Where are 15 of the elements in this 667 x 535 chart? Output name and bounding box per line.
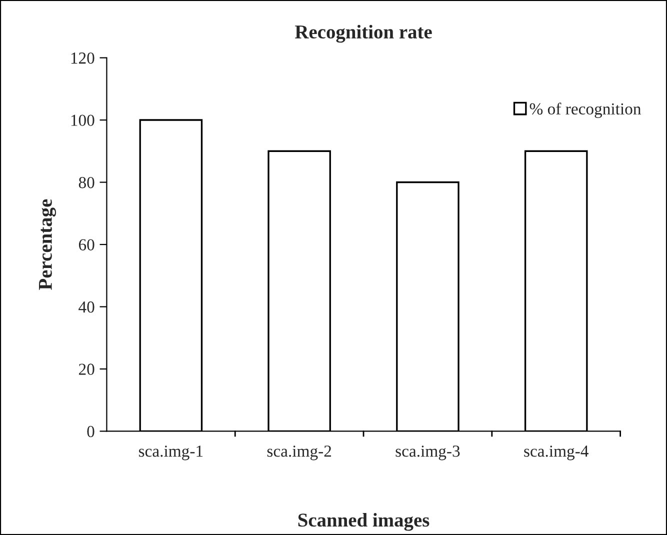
x-axis-title: Scanned images [298, 512, 430, 531]
y-tick-label: 60 [78, 239, 94, 250]
x-tick-label: sca.img-2 [267, 446, 332, 460]
y-tick-label: 40 [78, 301, 94, 313]
y-tick-label: 20 [78, 364, 94, 375]
y-tick-label: 120 [71, 52, 94, 64]
y-tick-label: 0 [87, 426, 94, 438]
y-tick-label: 80 [78, 176, 94, 188]
chart-title: Recognition rate [295, 24, 432, 43]
x-tick-label: sca.img-3 [396, 446, 460, 460]
y-tick-label: 100 [71, 114, 94, 126]
x-tick-label: sca.img-4 [524, 446, 588, 460]
y-axis-title: Percentage [39, 199, 56, 290]
x-tick-label: sca.img-1 [138, 446, 203, 460]
legend-label: % of recognition [530, 102, 642, 118]
